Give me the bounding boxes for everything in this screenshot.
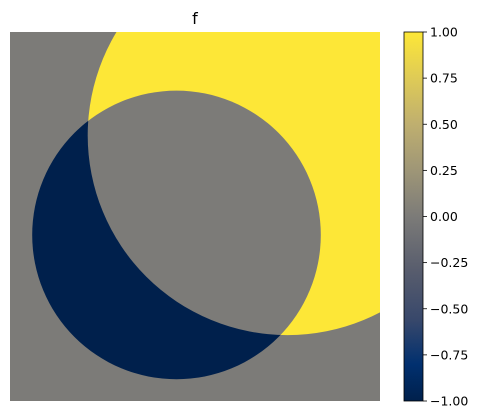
colorbar-tick-label: 0.75	[430, 71, 458, 86]
colorbar-tick-label: 0.50	[430, 117, 458, 132]
colorbar-tick-label: −0.25	[430, 255, 468, 270]
colorbar-tick-label: 0.00	[430, 209, 458, 224]
colorbar: 1.00 0.75 0.50 0.25 0.00 −0.25 −0.50 −0.75 −1.00	[403, 25, 468, 409]
colorbar-tick-label: −0.50	[430, 301, 468, 316]
heatmap-image	[10, 32, 380, 401]
chart-title: f	[192, 9, 198, 28]
colorbar-tick-label: −1.00	[430, 394, 468, 409]
colorbar-tick-label: −0.75	[430, 347, 468, 362]
colorbar-gradient	[403, 31, 424, 402]
region-negative	[32, 90, 321, 380]
colorbar-tick-label: 1.00	[430, 25, 458, 40]
colorbar-tick-label: 0.25	[430, 163, 458, 178]
